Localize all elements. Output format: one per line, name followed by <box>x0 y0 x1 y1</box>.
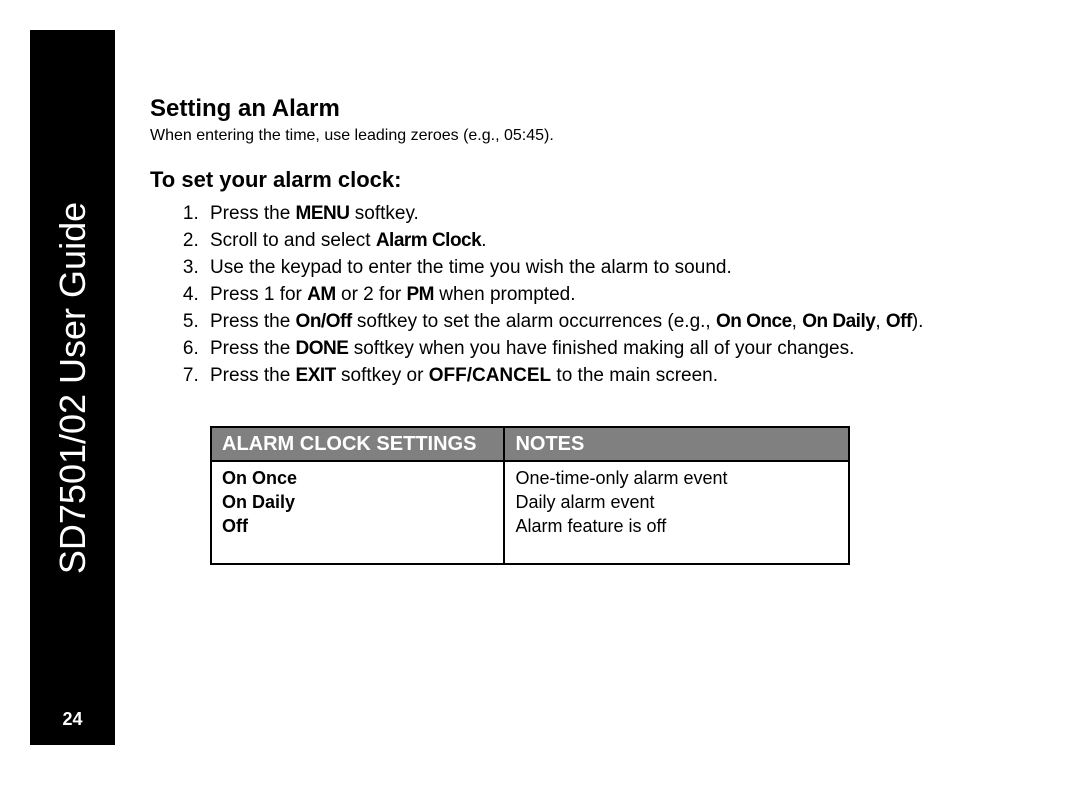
off-cancel-key: OFF/CANCEL <box>429 365 551 386</box>
step-6: Press the DONE softkey when you have fin… <box>204 336 1030 363</box>
table-header-row: ALARM CLOCK SETTINGS NOTES <box>211 427 849 461</box>
done-key: DONE <box>296 338 349 359</box>
on-once-key: On Once <box>716 311 792 332</box>
am-key: AM <box>307 284 336 305</box>
guide-title: SD7501/02 User Guide <box>52 201 94 573</box>
menu-key: MENU <box>296 203 350 224</box>
settings-table-wrap: ALARM CLOCK SETTINGS NOTES On Once On Da… <box>210 426 850 565</box>
content-area: Setting an Alarm When entering the time,… <box>150 95 1030 565</box>
exit-key: EXIT <box>296 365 336 386</box>
table-row: On Once On Daily Off One-time-only alarm… <box>211 461 849 564</box>
step-3: Use the keypad to enter the time you wis… <box>204 255 1030 282</box>
section-subtext: When entering the time, use leading zero… <box>150 127 1030 145</box>
notes-cell: One-time-only alarm event Daily alarm ev… <box>504 461 849 564</box>
off-key: Off <box>886 311 912 332</box>
settings-cell: On Once On Daily Off <box>211 461 504 564</box>
sidebar: SD7501/02 User Guide 24 <box>30 30 115 745</box>
page-number: 24 <box>30 709 115 730</box>
settings-table: ALARM CLOCK SETTINGS NOTES On Once On Da… <box>210 426 850 565</box>
steps-list: Press the MENU softkey. Scroll to and se… <box>150 201 1030 390</box>
step-2: Scroll to and select Alarm Clock. <box>204 228 1030 255</box>
step-5: Press the On/Off softkey to set the alar… <box>204 309 1030 336</box>
onoff-key: On/Off <box>296 311 352 332</box>
step-4: Press 1 for AM or 2 for PM when prompted… <box>204 282 1030 309</box>
step-1: Press the MENU softkey. <box>204 201 1030 228</box>
step-7: Press the EXIT softkey or OFF/CANCEL to … <box>204 363 1030 390</box>
table-header-settings: ALARM CLOCK SETTINGS <box>211 427 504 461</box>
section-heading: Setting an Alarm <box>150 95 1030 123</box>
on-daily-key: On Daily <box>802 311 875 332</box>
alarm-clock-key: Alarm Clock <box>376 230 481 251</box>
pm-key: PM <box>406 284 434 305</box>
section-subheading: To set your alarm clock: <box>150 167 1030 193</box>
table-header-notes: NOTES <box>504 427 849 461</box>
